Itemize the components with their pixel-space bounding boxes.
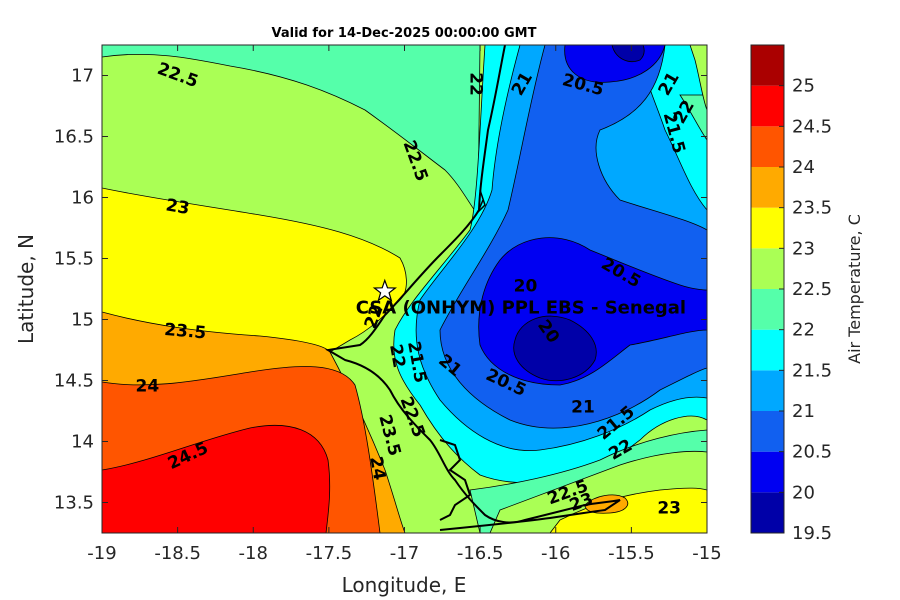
colorbar-tick-label: 20.5: [792, 442, 832, 463]
y-tick-label: 17: [71, 66, 94, 87]
colorbar-tick-label: 20: [792, 482, 815, 503]
coastline: [325, 45, 621, 531]
colorbar-tick-label: 21.5: [792, 360, 832, 381]
colorbar-segment: [751, 492, 784, 533]
contour-label: 22: [466, 72, 486, 96]
x-tick-label: -18.5: [154, 543, 201, 564]
x-axis-label: Longitude, E: [342, 573, 467, 597]
colorbar-tick-label: 19.5: [792, 523, 832, 544]
x-tick-label: -18: [239, 543, 268, 564]
contour-label: 23: [657, 499, 681, 519]
y-tick-label: 14: [71, 432, 94, 453]
band-19-5: [513, 315, 597, 382]
colorbar-segment: [751, 167, 784, 208]
colorbar-segment: [751, 45, 784, 86]
y-tick-label: 16: [71, 188, 94, 209]
colorbar-tick-label: 23.5: [792, 198, 832, 219]
contour-label: 23.5: [163, 320, 207, 344]
colorbar: 19.5 20 20.5 21 21.5 22 22.5 23 23.5 24 24.5 25: [750, 44, 832, 544]
y-tick-label: 15: [71, 310, 94, 331]
river-line: [477, 189, 486, 213]
x-tick-label: -15.5: [608, 543, 655, 564]
band-23: [102, 187, 407, 353]
x-tick-label: -17: [390, 543, 419, 564]
y-tick-label: 15.5: [54, 249, 94, 270]
y-axis-label: Latitude, N: [14, 234, 38, 344]
contour-label: 21: [571, 397, 595, 417]
chart-title: Valid for 14-Dec-2025 00:00:00 GMT: [272, 26, 537, 41]
x-tick-label: -16.5: [457, 543, 504, 564]
band-24-5: [102, 425, 331, 533]
band-22-east: [679, 94, 707, 141]
colorbar-tick-label: 24: [792, 157, 815, 178]
contour-label: 24: [365, 455, 389, 482]
colorbar-segment: [751, 207, 784, 249]
colorbar-segment: [751, 248, 784, 289]
colorbar-tick-label: 21: [792, 401, 815, 422]
colorbar-tick-label: 24.5: [792, 116, 832, 137]
station-star-icon: [372, 278, 397, 302]
y-tick-label: 16.5: [54, 127, 94, 148]
contour-label: 22: [385, 343, 409, 370]
colorbar-segment: [751, 451, 784, 493]
x-tick-label: -17.5: [306, 543, 353, 564]
colorbar-segment: [751, 85, 784, 127]
colorbar-tick-label: 25: [792, 76, 815, 97]
colorbar-segment: [751, 289, 784, 330]
colorbar-segment: [751, 329, 784, 371]
x-tick-label: -16: [541, 543, 570, 564]
y-tick-label: 14.5: [54, 371, 94, 392]
station-group: CSA (ONHYM) PPL EBS - Senegal: [356, 278, 686, 318]
y-ticks: 13.5 14 14.5 15 15.5 16 16.5 17: [54, 66, 707, 514]
colorbar-tick-label: 22: [792, 320, 815, 341]
contour-label: 20: [514, 277, 538, 297]
y-tick-label: 13.5: [54, 493, 94, 514]
colorbar-tick-label: 23: [792, 238, 815, 259]
band-22: [102, 45, 481, 217]
colorbar-tick-label: 22.5: [792, 279, 832, 300]
colorbar-segment: [751, 370, 784, 411]
x-ticks: -19 -18.5 -18 -17.5 -17 -16.5 -16 -15.5 -15: [87, 45, 722, 564]
border-line: [439, 439, 472, 521]
x-tick-label: -15: [692, 543, 721, 564]
contour-label: 24: [136, 377, 160, 397]
colorbar-label: Air Temperature, C: [845, 214, 864, 364]
colorbar-segment: [751, 411, 784, 452]
colorbar-segment: [751, 126, 784, 167]
contour-label: 23: [164, 195, 191, 219]
contour-map: [102, 45, 707, 533]
x-tick-label: -19: [87, 543, 116, 564]
band-19-5-top: [611, 45, 645, 62]
band-22-5-east: [689, 45, 707, 111]
station-label: CSA (ONHYM) PPL EBS - Senegal: [356, 297, 686, 318]
